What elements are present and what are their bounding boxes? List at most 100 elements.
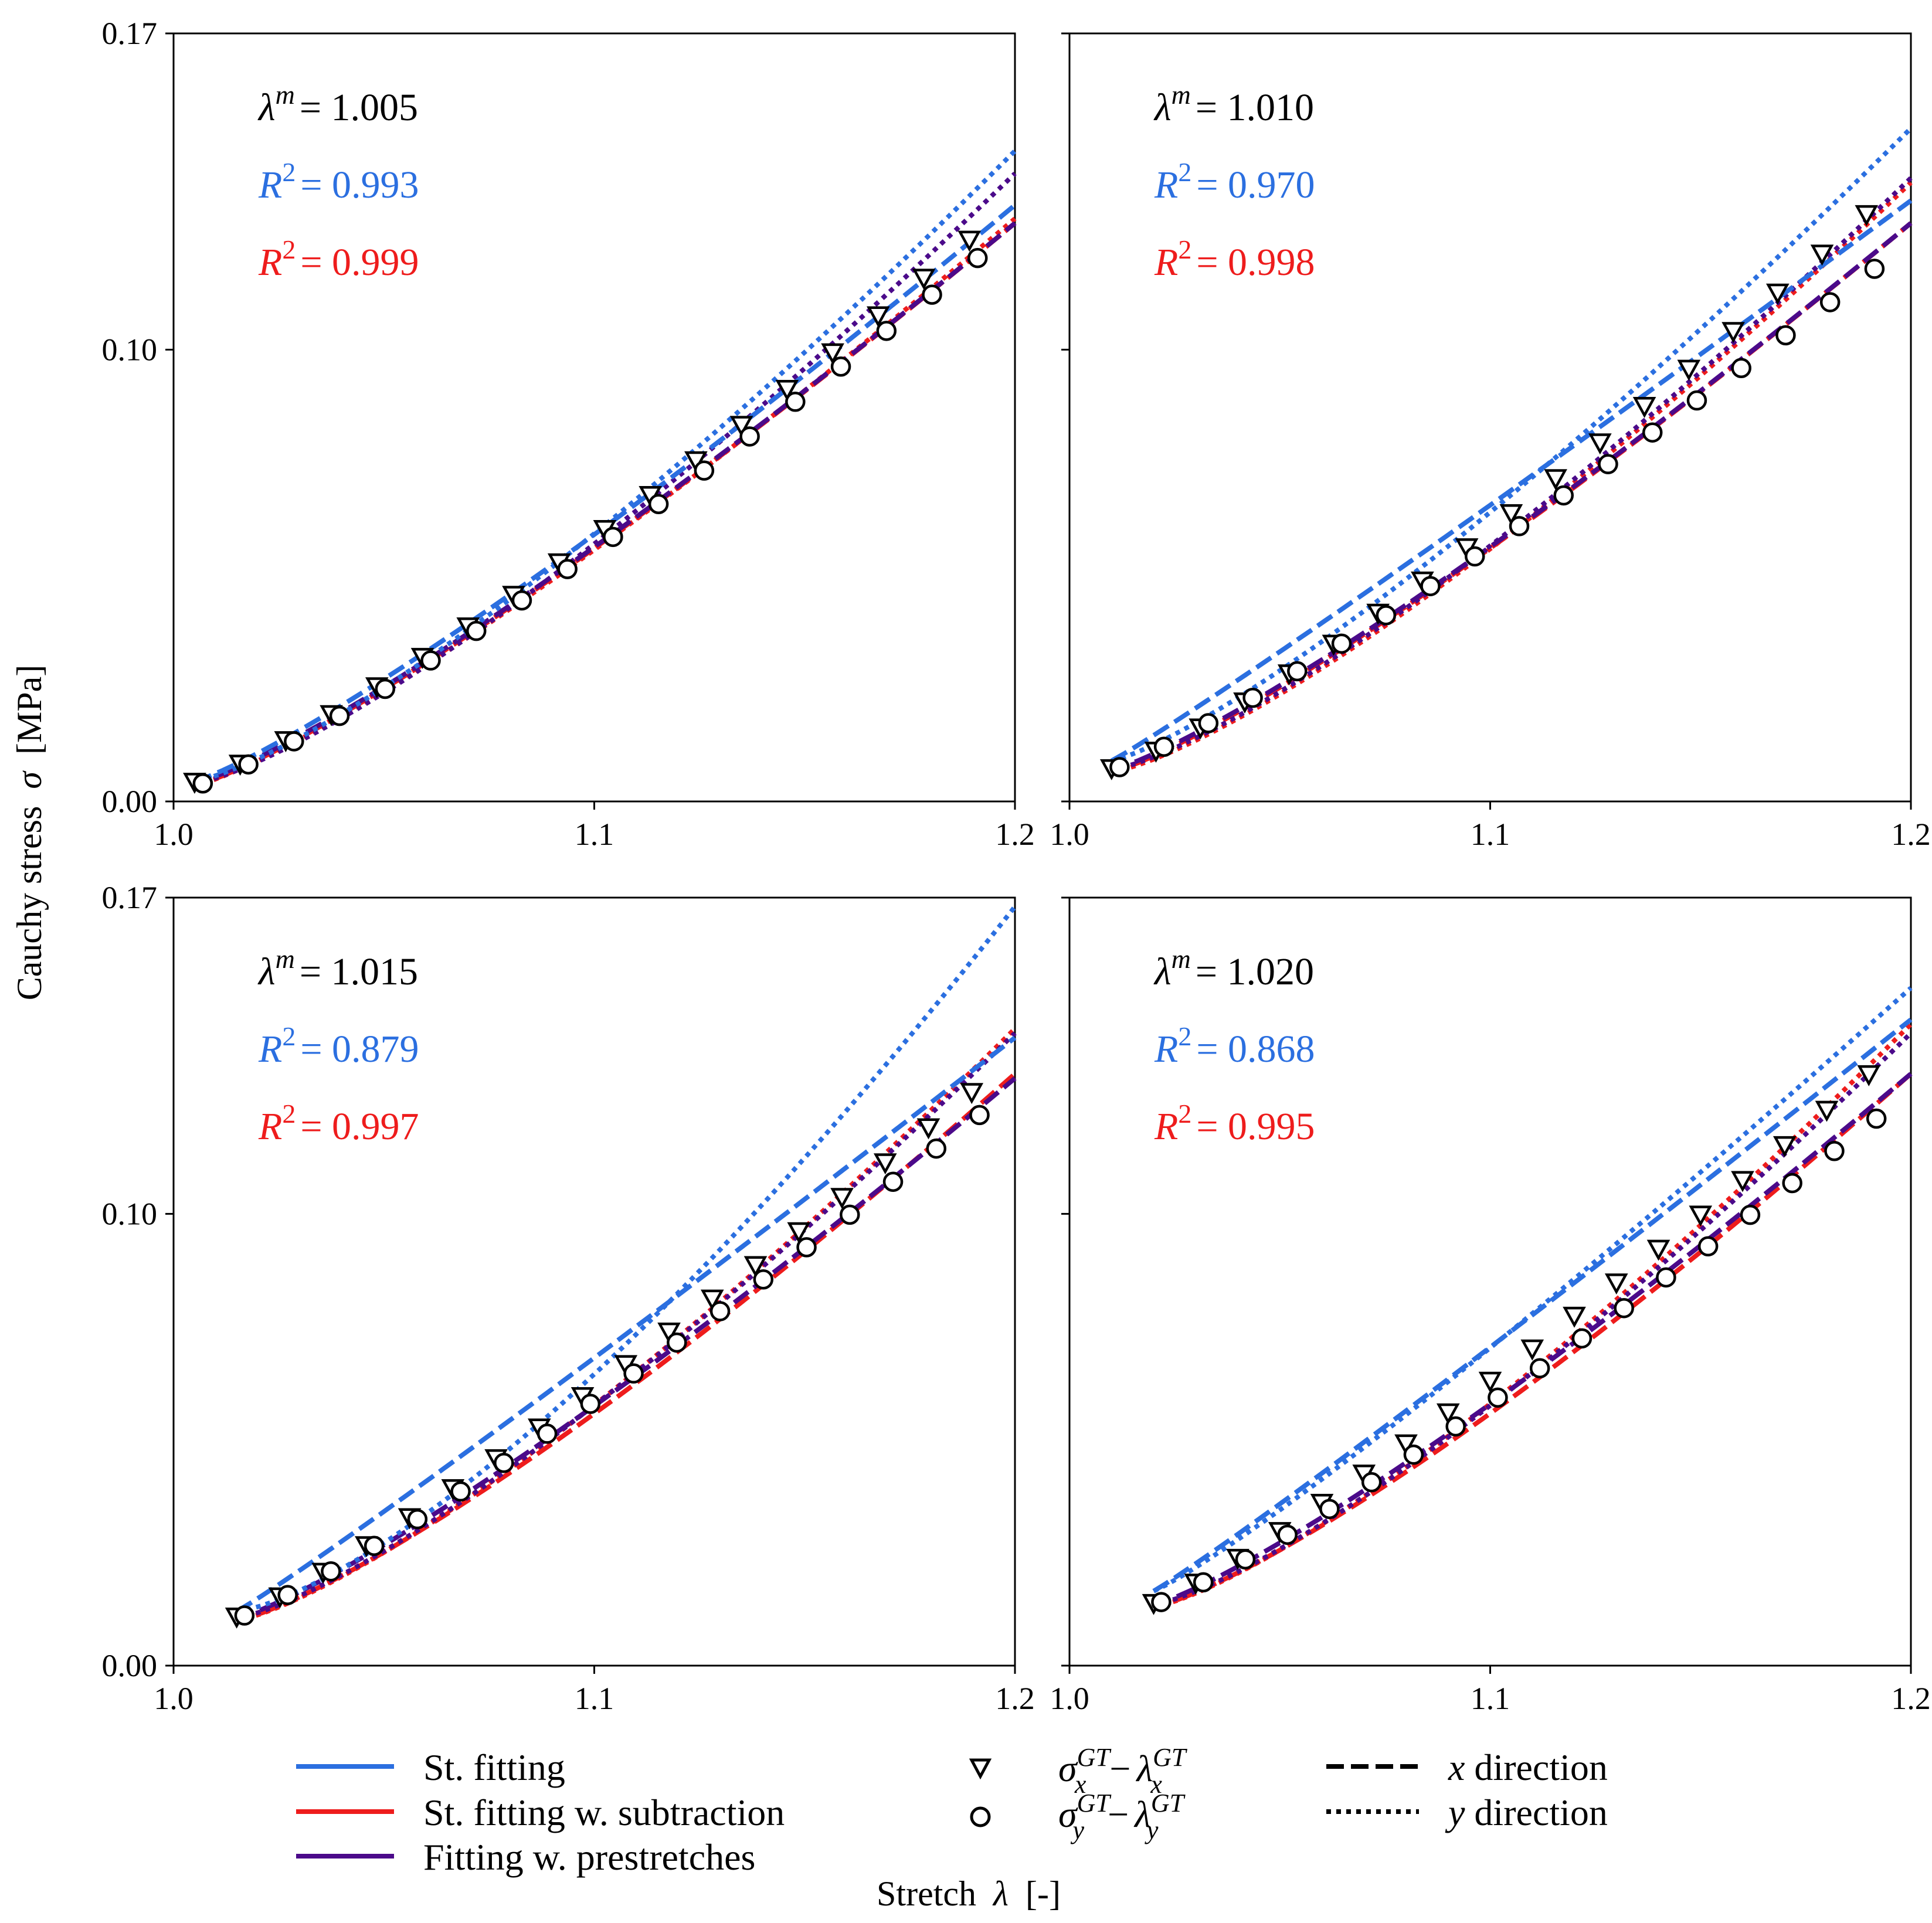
gt-y-marker — [623, 1363, 644, 1384]
plot-frame — [1068, 32, 1912, 803]
legend-marker-triangle — [969, 1758, 992, 1780]
legend-gt-x-sub2: x — [1150, 1770, 1162, 1799]
lambda-m-annotation: λm = 1.010 — [1153, 80, 1314, 129]
gt-x-marker — [700, 1289, 724, 1311]
y-axis-label-symbol: σ — [10, 770, 49, 789]
x-tick-label: 1.2 — [1891, 1681, 1931, 1716]
r2-symbol: R — [258, 1105, 282, 1148]
r2-symbol: R — [1154, 1028, 1178, 1071]
gt-x-marker — [1436, 1403, 1460, 1425]
legend-label-st-subtraction: St. fitting w. subtraction — [423, 1792, 785, 1833]
gt-y-marker — [1277, 1524, 1298, 1545]
r2-st-fitting-annotation: R2 = 0.970 — [1154, 157, 1315, 206]
legend-gt-y-sub2: y — [1145, 1816, 1159, 1844]
gt-y-marker — [1242, 687, 1263, 708]
gt-x-marker — [1773, 1136, 1797, 1157]
y-tick-label: 0.10 — [102, 332, 158, 367]
legend-label-x-direction: x direction — [1448, 1747, 1608, 1788]
gt-x-marker — [1731, 1171, 1754, 1192]
gt-x-marker — [866, 306, 890, 328]
r2-st-fitting-annotation: R2 = 0.993 — [258, 157, 419, 206]
gt-y-marker — [876, 321, 897, 341]
gt-y-marker — [1151, 1592, 1172, 1612]
gt-y-marker — [1740, 1204, 1761, 1225]
gt-y-marker — [580, 1394, 601, 1414]
gt-y-marker — [1287, 661, 1308, 682]
gt-y-marker — [364, 1535, 385, 1557]
gt-y-marker — [830, 356, 851, 377]
gt-y-marker — [882, 1171, 904, 1192]
legend-gt-y-lambda: λ — [1133, 1793, 1151, 1835]
legend-gt-x-sup2: GT — [1153, 1743, 1188, 1772]
r2-sup: 2 — [1178, 157, 1191, 187]
gt-x-marker — [873, 1153, 897, 1175]
legend-gt-y-minus: − — [1108, 1793, 1129, 1835]
x-tick-label: 1.2 — [995, 817, 1035, 852]
gt-y-marker — [420, 650, 441, 671]
r2-red-value: = 0.997 — [300, 1105, 419, 1148]
gt-y-marker — [1775, 325, 1796, 346]
y-tick-label: 0.17 — [102, 880, 158, 915]
gt-y-marker — [1109, 757, 1130, 777]
r2-subtraction-annotation: R2 = 0.999 — [258, 235, 419, 284]
lambda-m-symbol: λ — [1153, 86, 1172, 129]
purple-dashed-x-line — [236, 1076, 1017, 1620]
r2-blue-value: = 0.868 — [1196, 1028, 1315, 1071]
gt-y-marker — [1361, 1472, 1382, 1493]
legend-gt-y-sup1: GT — [1077, 1789, 1112, 1817]
r2-sup: 2 — [1178, 1021, 1191, 1051]
gt-y-marker — [1731, 358, 1751, 379]
lambda-m-symbol: λ — [1153, 950, 1172, 993]
legend-gt-y-sub1: y — [1071, 1816, 1085, 1844]
gt-x-marker — [1810, 244, 1834, 266]
gt-y-marker — [648, 494, 669, 515]
r2-symbol: R — [258, 241, 282, 284]
gt-y-marker — [284, 731, 304, 752]
legend-label-gt-x: σGT x − λGT x — [1058, 1743, 1188, 1799]
lambda-m-annotation: λm = 1.020 — [1153, 944, 1314, 993]
legend-gt-y-sigma: σ — [1058, 1793, 1078, 1835]
y-axis-label-unit: [MPa] — [10, 665, 49, 755]
gt-y-marker — [557, 559, 578, 579]
gt-y-marker — [234, 1605, 255, 1626]
blue-dashed-x-line — [235, 1035, 1017, 1613]
gt-y-marker — [1697, 1236, 1719, 1257]
r2-red-value: = 0.999 — [300, 241, 419, 284]
r2-symbol: R — [1154, 241, 1178, 284]
x-tick-label: 1.2 — [995, 1681, 1035, 1716]
legend-gt-x-lambda: λ — [1135, 1748, 1153, 1789]
lambda-m-value: = 1.020 — [1196, 950, 1314, 993]
gt-x-marker — [916, 1118, 940, 1140]
gt-y-marker — [1614, 1297, 1634, 1319]
gt-y-marker — [967, 247, 988, 269]
gt-x-marker — [957, 230, 982, 252]
lambda-m-sup: m — [276, 944, 295, 974]
gt-y-marker — [375, 678, 396, 699]
gt-y-marker — [1331, 633, 1352, 654]
legend-y-word: direction — [1474, 1792, 1607, 1833]
legend-gt-x-sigma: σ — [1058, 1748, 1078, 1789]
plot-frame — [1068, 896, 1912, 1667]
gt-y-marker — [603, 526, 623, 548]
legend-gt-y-sup2: GT — [1151, 1789, 1186, 1817]
gt-y-marker — [709, 1301, 731, 1321]
lambda-m-value: = 1.005 — [300, 86, 418, 129]
gt-x-marker — [1588, 433, 1612, 455]
lambda-m-value: = 1.015 — [300, 950, 418, 993]
gt-y-marker — [407, 1508, 428, 1530]
r2-blue-value: = 0.879 — [300, 1028, 419, 1071]
r2-sup: 2 — [1178, 235, 1191, 264]
gt-y-marker — [1198, 713, 1219, 733]
gt-y-marker — [1509, 516, 1530, 536]
lambda-m-annotation: λm = 1.005 — [257, 80, 418, 129]
legend-y-var: y — [1445, 1792, 1465, 1833]
lambda-m-annotation: λm = 1.015 — [257, 944, 418, 993]
gt-y-marker — [1153, 736, 1174, 757]
gt-y-marker — [926, 1138, 947, 1159]
r2-sup: 2 — [282, 235, 296, 264]
lambda-m-sup: m — [1172, 80, 1191, 110]
plot-frame — [172, 32, 1016, 803]
